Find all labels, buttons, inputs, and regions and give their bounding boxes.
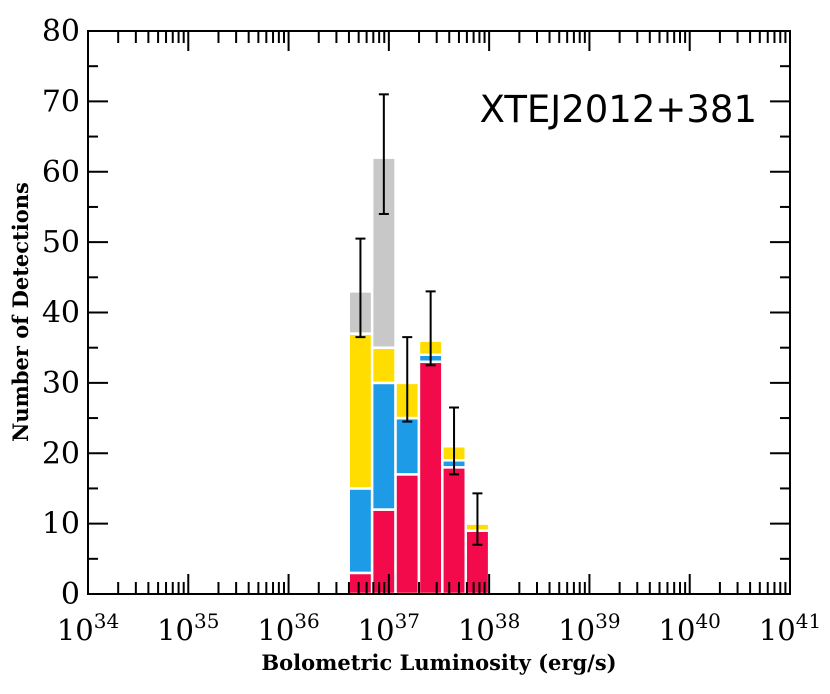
bar-bin3-series2	[394, 416, 421, 476]
x-tick-label: 1040	[659, 609, 721, 647]
y-tick-label: 60	[42, 155, 80, 190]
bars-layer	[347, 156, 491, 596]
y-axis-label: Number of Detections	[8, 182, 33, 442]
bar-bin4-series1	[417, 360, 444, 596]
y-tick-labels: 0 10 20 30 40 50 60 70 80	[42, 14, 80, 612]
bar-bin5-series1	[441, 466, 467, 596]
bar-bin2-series1	[370, 508, 397, 596]
x-tick-label: 1036	[257, 609, 319, 647]
x-tick-labels: 1034 1035 1036 1037 1038 1039 1040 1041	[57, 609, 821, 647]
error-bars-layer	[355, 93, 483, 546]
source-annotation: XTEJ2012+381	[480, 88, 757, 131]
y-tick-label: 80	[42, 14, 80, 49]
error-bar-bin6	[472, 492, 483, 546]
x-axis-label: Bolometric Luminosity (erg/s)	[261, 650, 616, 675]
y-tick-label: 30	[42, 366, 80, 401]
bar-bin1-series1	[347, 571, 374, 596]
x-tick-label: 1037	[358, 609, 420, 647]
bar-bin1-series2	[347, 487, 374, 575]
error-bar-bin1	[355, 237, 366, 339]
y-tick-label: 70	[42, 84, 80, 119]
bar-bin3-series1	[394, 473, 421, 596]
error-bar-bin3	[402, 336, 413, 423]
bar-bin2-series3	[370, 346, 397, 385]
error-bar-bin5	[449, 406, 460, 476]
x-tick-label: 1041	[759, 609, 821, 647]
ticks-layer	[87, 30, 791, 595]
error-bar-bin2	[378, 93, 389, 215]
y-tick-label: 40	[42, 296, 80, 331]
y-tick-label: 0	[61, 577, 80, 612]
x-tick-label: 1039	[558, 609, 620, 647]
y-tick-label: 10	[42, 507, 80, 542]
x-tick-label: 1035	[157, 609, 219, 647]
y-tick-label: 20	[42, 436, 80, 471]
y-tick-label: 50	[42, 225, 80, 260]
bar-bin2-series2	[370, 381, 397, 511]
x-tick-label: 1038	[458, 609, 520, 647]
bar-bin1-series3	[347, 332, 374, 490]
x-tick-label: 1034	[57, 609, 119, 647]
error-bar-bin4	[425, 290, 436, 367]
